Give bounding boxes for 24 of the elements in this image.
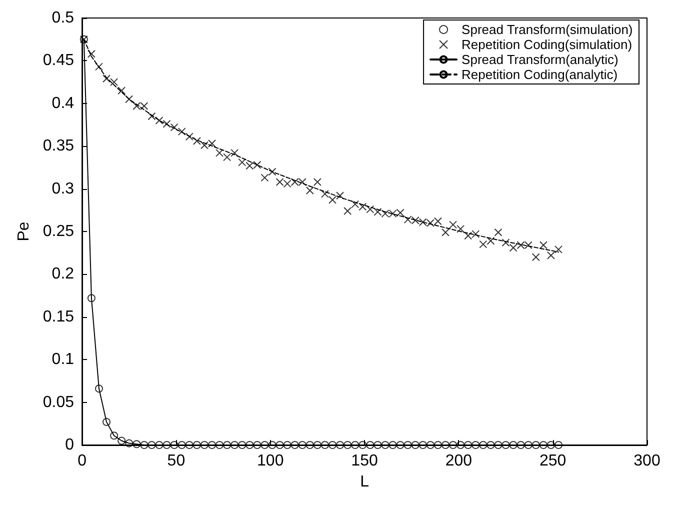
y-tick-label: 0.1 bbox=[52, 351, 74, 368]
y-tick-label: 0.15 bbox=[42, 308, 74, 326]
y-tick-label: 0.35 bbox=[42, 138, 74, 155]
x-tick-label: 150 bbox=[351, 452, 378, 470]
x-axis-title: L bbox=[360, 473, 370, 490]
y-tick-label: 0.4 bbox=[52, 94, 74, 112]
legend-label: Spread Transform(analytic) bbox=[462, 52, 618, 67]
y-axis-title: Pe bbox=[16, 222, 32, 242]
y-tick-label: 0 bbox=[65, 436, 74, 454]
legend-label: Spread Transform(simulation) bbox=[462, 22, 633, 37]
x-tick-label: 100 bbox=[257, 452, 284, 470]
x-tick-label: 50 bbox=[167, 452, 186, 470]
y-tick-label: 0.45 bbox=[42, 52, 74, 70]
x-tick-label: 200 bbox=[445, 452, 472, 470]
y-tick-label: 0.05 bbox=[42, 394, 74, 411]
legend-label: Repetition Coding(analytic) bbox=[462, 67, 618, 82]
x-tick-label: 300 bbox=[634, 452, 660, 470]
y-tick-label: 0.25 bbox=[42, 223, 74, 240]
y-tick-label: 0.5 bbox=[52, 10, 74, 26]
y-tick-label: 0.2 bbox=[52, 266, 74, 283]
x-tick-label: 250 bbox=[539, 452, 566, 470]
x-tick-label: 0 bbox=[78, 452, 87, 470]
legend-label: Repetition Coding(simulation) bbox=[462, 37, 632, 52]
y-tick-label: 0.3 bbox=[52, 180, 74, 198]
